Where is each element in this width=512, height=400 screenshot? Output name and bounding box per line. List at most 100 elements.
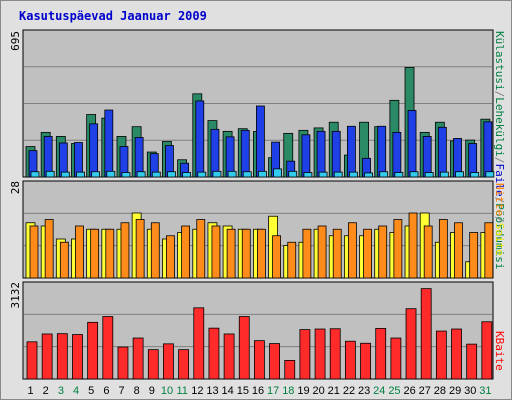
bar-files: [424, 172, 434, 178]
bar-files: [439, 171, 449, 178]
bar-kbytes: [87, 321, 99, 380]
bar-files: [60, 171, 70, 178]
bar-kbytes: [208, 327, 220, 380]
bar-kbytes: [435, 330, 447, 380]
day-label: 22: [343, 385, 355, 397]
day-label: 12: [191, 385, 203, 397]
day-label: 24: [373, 385, 385, 397]
bar-hits: [257, 228, 266, 279]
bar-files: [455, 171, 464, 178]
day-label: 15: [237, 385, 249, 397]
bar-files: [106, 170, 116, 178]
side-label-group: KBaite: [493, 331, 506, 371]
ymax-label-top: 695: [9, 31, 22, 51]
bar-kbytes: [284, 360, 296, 380]
bar-hits: [332, 228, 342, 279]
bar-files: [212, 170, 222, 178]
bar-kbytes: [344, 340, 356, 380]
bar-files: [470, 172, 480, 178]
day-label: 1: [28, 385, 34, 397]
bar-hits: [393, 219, 403, 279]
side-label-group: Külastusi/Lehekülgi/Faile/Pöördumisi: [493, 31, 506, 269]
day-label: 26: [403, 385, 415, 397]
side-label-separator: /: [493, 216, 506, 223]
bar-hits: [241, 228, 251, 279]
day-label: 20: [313, 385, 325, 397]
bar-pages: [422, 136, 432, 178]
bar-pages: [377, 125, 387, 178]
bar-files: [227, 170, 237, 178]
bar-kbytes: [466, 343, 478, 380]
bar-pages: [437, 126, 447, 178]
side-label-separator: /: [493, 91, 506, 98]
day-label: 6: [103, 385, 109, 397]
bar-hits: [105, 228, 115, 279]
day-label: 21: [328, 385, 340, 397]
bar-files: [197, 171, 207, 178]
bar-pages: [210, 128, 220, 178]
bar-pages: [407, 110, 417, 178]
bar-kbytes: [375, 328, 387, 380]
bar-hits: [181, 225, 191, 279]
day-label: 8: [134, 385, 140, 397]
bar-hits: [59, 241, 69, 279]
side-label: Hitte: [493, 183, 506, 216]
bar-kbytes: [41, 333, 53, 380]
bar-kbytes: [26, 341, 38, 380]
bar-pages: [346, 125, 356, 178]
bar-hits: [438, 219, 448, 279]
bar-hits: [226, 228, 236, 279]
bar-kbytes: [163, 343, 174, 380]
day-label: 14: [222, 385, 234, 397]
bar-kbytes: [193, 307, 205, 380]
bar-files: [379, 171, 389, 178]
bar-hits: [469, 232, 479, 279]
bar-files: [182, 172, 192, 178]
bar-hits: [423, 225, 433, 279]
side-label: KBaite: [493, 331, 506, 371]
bar-pages: [392, 131, 402, 178]
side-label-separator: /: [493, 157, 506, 164]
bar-kbytes: [254, 340, 265, 380]
bar-hits: [29, 225, 39, 279]
bar-hits: [378, 225, 388, 279]
bar-hits: [454, 222, 463, 279]
bar-kbytes: [178, 349, 190, 380]
day-label: 2: [43, 385, 49, 397]
side-label: Pöördumisi: [493, 203, 506, 269]
bar-files: [333, 171, 343, 178]
bar-pages: [331, 130, 341, 178]
day-label: 10: [161, 385, 173, 397]
day-label: 30: [464, 385, 476, 397]
bar-files: [485, 171, 495, 178]
day-label: 5: [88, 385, 94, 397]
bar-files: [151, 171, 161, 178]
day-label: 11: [176, 385, 187, 397]
bar-pages: [256, 105, 265, 178]
day-label: 4: [73, 385, 79, 397]
x-axis-day-labels: 1 2 3 4 5 6 7 8 9 10 11 12 13 14 15 16 17 18 19 20 21 22 23 24 2…: [28, 385, 492, 397]
day-label: 31: [479, 385, 491, 397]
side-label: Külastusi: [493, 31, 506, 91]
bar-kbytes: [147, 349, 159, 380]
bar-files: [76, 171, 85, 178]
bar-kbytes: [102, 316, 114, 380]
side-label: Faile: [493, 163, 506, 196]
chart-marks: [25, 67, 495, 380]
bar-hits: [347, 222, 357, 279]
bar-files: [348, 171, 358, 178]
bar-files: [121, 172, 131, 178]
bar-kbytes: [223, 333, 235, 380]
day-label: 17: [267, 385, 279, 397]
bar-kbytes: [299, 329, 311, 380]
side-label: Lehekülgi: [493, 97, 506, 157]
bar-kbytes: [269, 343, 280, 380]
bar-hits: [150, 222, 160, 279]
ymax-label-middle: 28: [9, 181, 22, 194]
bar-kbytes: [405, 308, 417, 380]
bar-hits: [44, 219, 54, 279]
bar-pages: [453, 138, 462, 178]
bar-hits: [363, 228, 372, 279]
